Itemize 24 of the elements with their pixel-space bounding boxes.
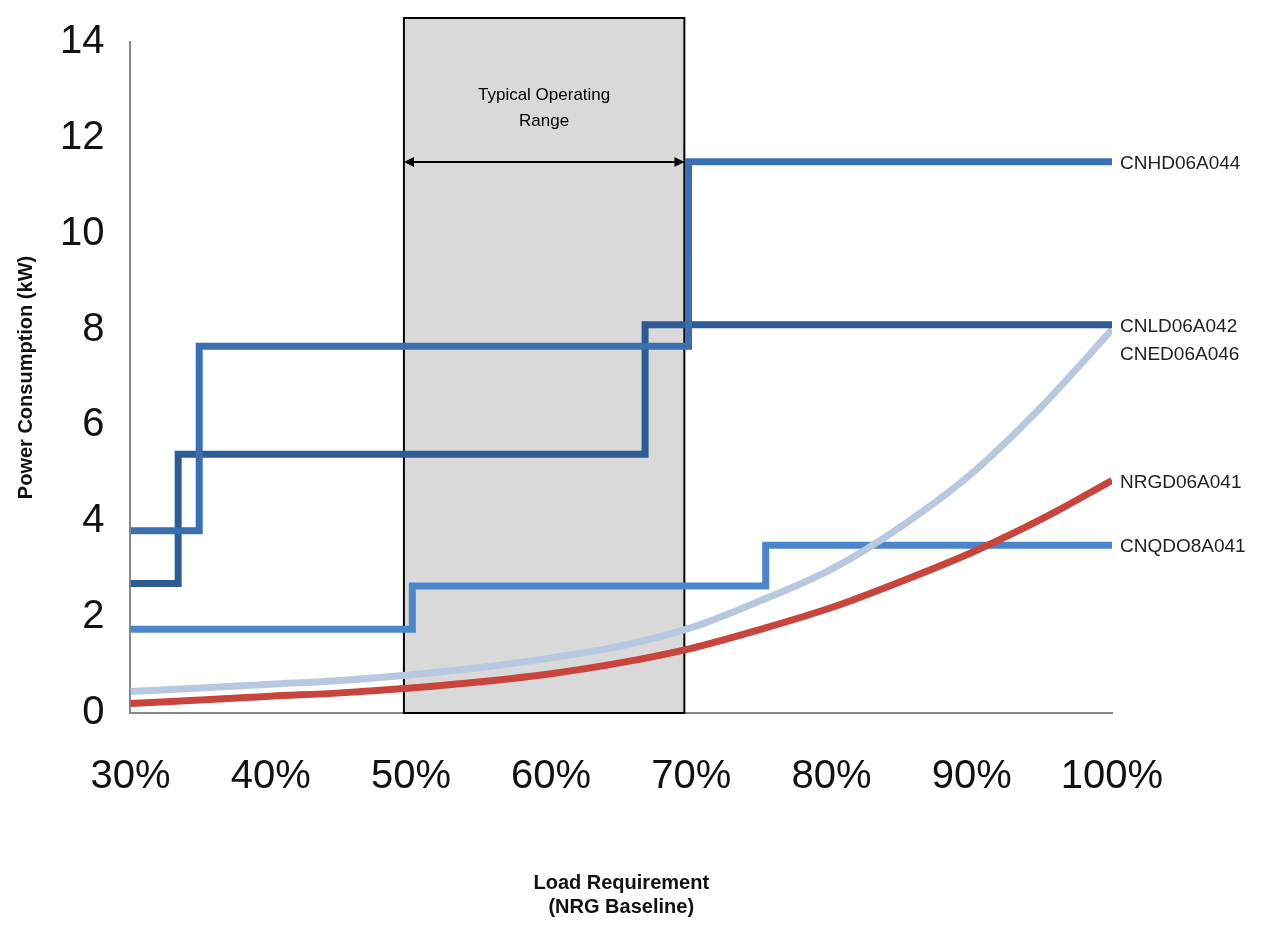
x-tick-label: 70% — [651, 752, 732, 797]
x-tick-label: 90% — [931, 752, 1012, 797]
series-label: CNHD06A044 — [1120, 151, 1241, 173]
y-tick-label: 2 — [82, 592, 105, 637]
y-tick-label: 0 — [82, 688, 105, 733]
y-tick-label: 6 — [82, 400, 105, 445]
y-axis-title: Power Consumption (kW) — [13, 255, 36, 500]
y-tick-label: 14 — [59, 17, 105, 62]
y-tick-label: 10 — [59, 208, 105, 253]
series-label: NRGD06A041 — [1120, 470, 1242, 492]
x-tick-label: 80% — [791, 752, 872, 797]
x-tick-label: 40% — [230, 752, 311, 797]
x-axis-title: Load Requirement (NRG Baseline) — [533, 870, 710, 917]
x-tick-label: 50% — [370, 752, 451, 797]
x-tick-label: 30% — [90, 752, 171, 797]
band-label: Typical Operating Range — [477, 85, 611, 130]
series-label: CNQDO8A041 — [1120, 535, 1246, 557]
series-label: CNLD06A042 — [1120, 314, 1238, 336]
x-tick-label: 100% — [1060, 752, 1164, 797]
series-label: CNED06A046 — [1120, 342, 1240, 364]
x-tick-label: 60% — [511, 752, 592, 797]
y-tick-label: 8 — [82, 304, 105, 349]
y-tick-label: 12 — [59, 112, 105, 157]
y-tick-label: 4 — [82, 496, 105, 541]
